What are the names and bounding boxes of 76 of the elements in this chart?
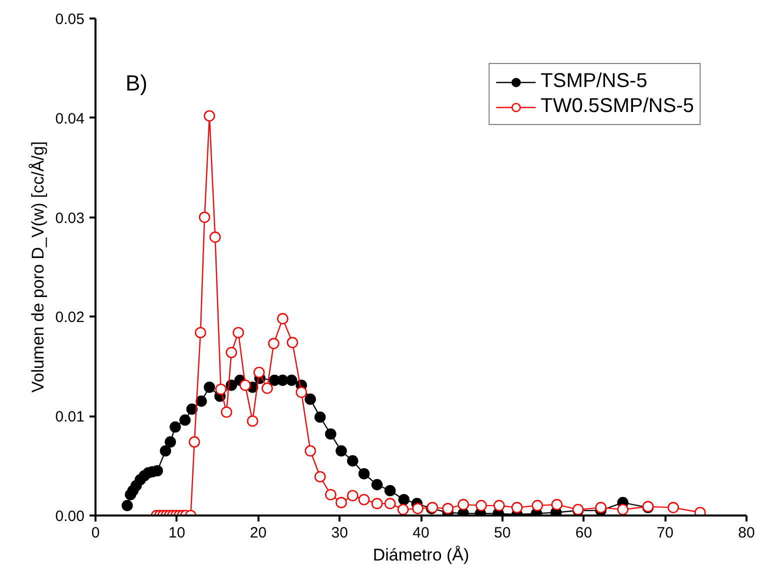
legend-label: TSMP/NS-5 (540, 70, 648, 93)
x-tick-label: 70 (656, 524, 674, 542)
point (198, 212, 210, 223)
x-tick-label: 60 (575, 524, 592, 542)
x-tick-label: 80 (738, 524, 755, 542)
point (384, 498, 396, 510)
x-tick-label: 20 (250, 524, 267, 542)
point (204, 110, 216, 122)
point (179, 414, 191, 426)
x-axis-title: Diámetro (Å) (372, 546, 470, 564)
point (617, 504, 628, 516)
x-tick-label: 40 (412, 524, 430, 542)
y-tick-label: 0.05 (55, 11, 85, 28)
point (240, 380, 251, 391)
annotation: B) (126, 70, 148, 96)
point (226, 346, 238, 358)
point (286, 336, 298, 348)
point (122, 500, 133, 512)
x-tick-label: 50 (494, 524, 511, 542)
point (384, 485, 396, 496)
point (346, 455, 358, 466)
point (164, 436, 176, 448)
point (253, 366, 265, 378)
point (371, 479, 383, 490)
point (458, 498, 469, 510)
point (188, 436, 200, 448)
point (286, 374, 298, 386)
point (296, 386, 308, 398)
point (194, 326, 206, 338)
x-tick-label: 30 (331, 524, 348, 542)
point (314, 471, 326, 482)
y-tick-label: 0.01 (55, 408, 85, 426)
point (277, 374, 288, 386)
y-tick-label: 0.02 (55, 309, 85, 326)
y-tick-label: 0.00 (55, 508, 85, 525)
point (476, 500, 487, 512)
point (668, 502, 679, 514)
point (325, 488, 336, 500)
point (186, 404, 198, 415)
point (442, 502, 454, 514)
y-tick-label: 0.03 (55, 210, 85, 227)
point (358, 494, 370, 506)
point (277, 313, 288, 324)
point (314, 411, 326, 423)
point (397, 504, 409, 516)
x-tick-label: 10 (168, 524, 186, 542)
legend-label: TW0.5SMP/NS-5 (540, 95, 694, 118)
point (532, 500, 544, 512)
point (336, 496, 347, 508)
point (196, 396, 207, 407)
point (304, 445, 316, 457)
point (209, 232, 221, 243)
point (336, 445, 347, 457)
y-tick-label: 0.04 (55, 110, 85, 128)
x-tick-label: 0 (91, 524, 100, 542)
point (358, 468, 370, 480)
y-axis-title: Volumen de poro D_V(w) [cc/Å/g] (28, 141, 48, 393)
point (304, 394, 316, 405)
point (371, 498, 383, 510)
point (246, 415, 258, 427)
point (493, 500, 505, 512)
point (215, 384, 226, 395)
point (170, 421, 181, 433)
point (595, 502, 606, 514)
point (220, 406, 232, 418)
point (398, 494, 410, 506)
point (160, 445, 172, 457)
point (412, 502, 424, 514)
point (551, 498, 563, 510)
point (262, 382, 273, 394)
point (511, 502, 523, 514)
point (204, 382, 216, 393)
point (268, 338, 280, 350)
point (232, 326, 244, 338)
point (346, 490, 358, 502)
point (325, 428, 336, 440)
